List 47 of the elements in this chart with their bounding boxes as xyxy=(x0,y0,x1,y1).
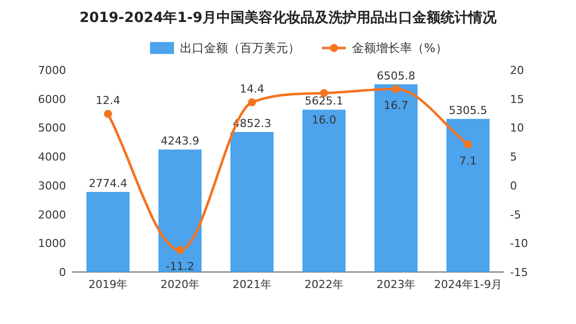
data-label: 16.0 xyxy=(312,114,336,127)
point xyxy=(392,85,400,94)
x-tick-label: 2021年 xyxy=(232,278,272,291)
y2-tick-label: -15 xyxy=(510,266,528,279)
y-tick-label: 4000 xyxy=(38,150,66,164)
chart-title: 2019-2024年1-9月中国美容化妆品及洗护用品出口金额统计情况 xyxy=(79,9,498,26)
bar xyxy=(374,84,418,272)
data-label: 5625.1 xyxy=(304,94,344,108)
legend-label: 出口金额（百万美元） xyxy=(180,41,300,55)
y2-tick-label: -10 xyxy=(510,237,528,250)
data-label: 14.4 xyxy=(240,82,264,96)
point xyxy=(104,110,112,118)
data-label: 6505.8 xyxy=(376,69,416,82)
x-tick-label: 2020年 xyxy=(160,278,200,291)
data-label: 16.7 xyxy=(384,99,408,112)
y-tick-label: 6000 xyxy=(38,92,66,106)
data-label: 2774.4 xyxy=(88,176,128,190)
y2-tick-label: 15 xyxy=(510,92,524,106)
point xyxy=(464,140,472,148)
bar xyxy=(446,118,490,272)
data-label: -11.2 xyxy=(166,260,194,274)
y-tick-label: 2000 xyxy=(38,208,66,222)
y2-tick-label: 0 xyxy=(510,179,517,192)
y2-tick-label: 10 xyxy=(510,122,524,135)
point xyxy=(176,246,184,254)
data-label: 4243.9 xyxy=(160,134,200,148)
y2-tick-label: 5 xyxy=(510,150,517,164)
bar xyxy=(86,192,130,272)
point xyxy=(248,98,256,106)
x-tick-label: 2019年 xyxy=(88,278,128,291)
legend-label: 金额增长率（%） xyxy=(352,41,448,55)
y-tick-label: 3000 xyxy=(38,179,66,192)
data-label: 5305.5 xyxy=(448,104,488,117)
y-tick-label: 5000 xyxy=(38,122,66,135)
x-tick-label: 2024年1-9月 xyxy=(434,278,502,291)
x-tick-label: 2023年 xyxy=(376,278,416,291)
bar xyxy=(302,110,346,272)
data-label: 12.4 xyxy=(96,94,120,107)
x-tick-label: 2022年 xyxy=(304,278,344,291)
y-tick-label: 1000 xyxy=(38,237,66,250)
y-tick-label: 7000 xyxy=(38,64,66,77)
y-tick-label: 0 xyxy=(59,266,66,279)
data-label: 7.1 xyxy=(459,154,477,168)
bar xyxy=(158,150,202,272)
y2-tick-label: 20 xyxy=(510,64,524,77)
y2-tick-label: -5 xyxy=(510,208,521,222)
bar xyxy=(230,132,274,272)
